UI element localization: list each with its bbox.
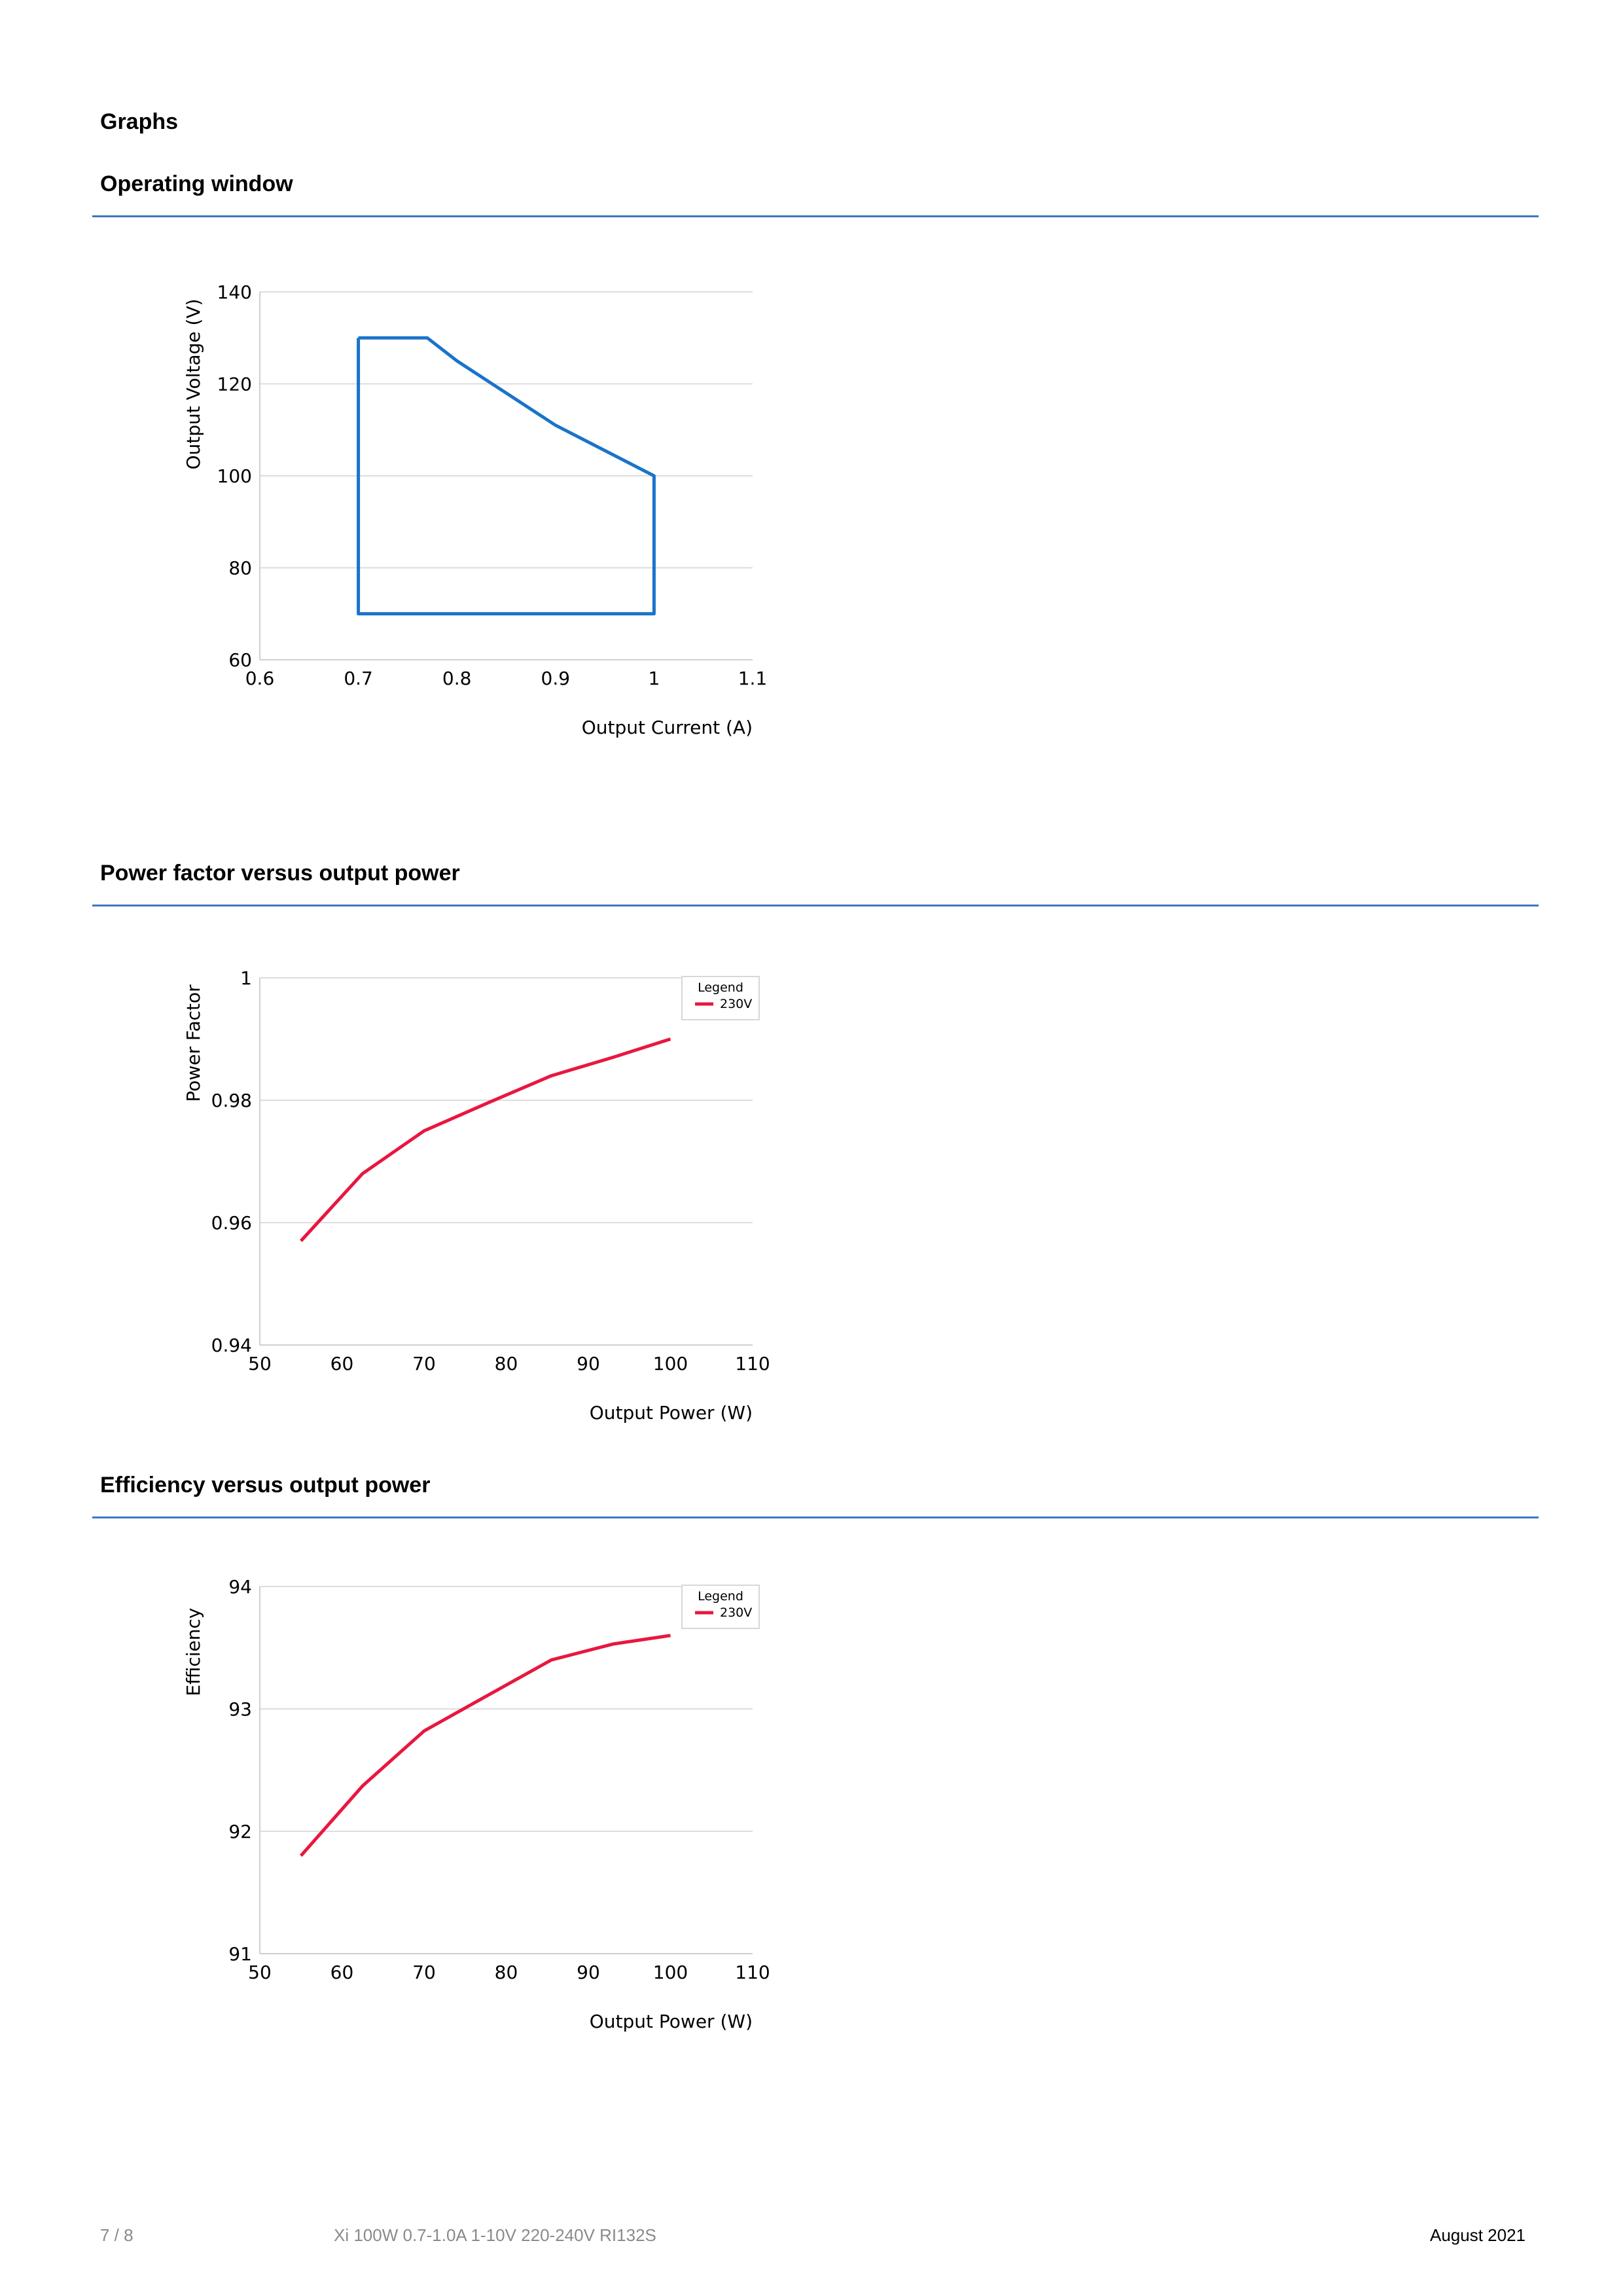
y-tick-label: 80 [228, 558, 252, 579]
x-tick-label: 1 [648, 668, 660, 689]
x-axis-title: Output Current (A) [582, 717, 753, 738]
x-tick-label: 90 [577, 1962, 600, 1983]
x-tick-label: 100 [653, 1962, 688, 1983]
x-tick-label: 80 [495, 1962, 518, 1983]
y-tick-label: 1 [240, 967, 252, 989]
legend-box [681, 1585, 760, 1629]
series-line-230V [299, 1634, 671, 1857]
x-tick-label: 60 [330, 1353, 354, 1374]
page-heading: Graphs [100, 109, 179, 134]
x-tick-label: 110 [735, 1962, 770, 1983]
x-tick-label: 50 [248, 1353, 272, 1374]
section-divider [92, 215, 1539, 217]
y-tick-label: 0.98 [211, 1090, 252, 1111]
y-tick-label: 140 [217, 281, 252, 303]
x-tick-label: 0.9 [541, 668, 571, 689]
y-axis-title: Power Factor [183, 984, 204, 1102]
legend-label: 230V [720, 997, 752, 1011]
section-divider [92, 1516, 1539, 1518]
x-tick-label: 1.1 [738, 668, 768, 689]
efficiency-chart: 91 92 93 94 50 60 70 80 90 100 110 Output Power (W)… [183, 1576, 770, 2032]
x-tick-label: 110 [735, 1353, 770, 1374]
legend-box [681, 976, 760, 1020]
y-axis-title: Output Voltage (V) [183, 298, 204, 469]
footer-date: August 2021 [1430, 2225, 1526, 2245]
section-title-power-factor: Power factor versus output power [100, 861, 460, 886]
legend-title: Legend [698, 1589, 743, 1604]
x-tick-label: 60 [330, 1962, 354, 1983]
section-divider [92, 905, 1539, 906]
y-tick-label: 120 [217, 374, 252, 395]
x-tick-label: 100 [653, 1353, 688, 1374]
series-line-230V [299, 1037, 671, 1242]
legend-label: 230V [720, 1605, 752, 1620]
x-axis-title: Output Power (W) [590, 1402, 753, 1424]
x-tick-label: 0.6 [245, 668, 275, 689]
y-tick-label: 0.94 [211, 1335, 252, 1356]
footer-product-name: Xi 100W 0.7-1.0A 1-10V 220-240V RI132S [334, 2225, 656, 2245]
footer-page-number: 7 / 8 [100, 2225, 134, 2245]
section-title-operating-window: Operating window [100, 171, 293, 196]
y-tick-label: 0.96 [211, 1212, 252, 1234]
legend-title: Legend [698, 980, 743, 995]
operating-window-chart: 60 80 100 120 140 0.6 0.7 0.8 0.9 1 1.1 Output Curr… [183, 281, 768, 738]
x-tick-label: 70 [412, 1962, 436, 1983]
x-tick-label: 50 [248, 1962, 272, 1983]
y-tick-label: 93 [228, 1698, 252, 1720]
power-factor-chart: 0.94 0.96 0.98 1 50 60 70 80 90 100 110 Output Powe… [183, 967, 770, 1424]
y-tick-label: 60 [228, 649, 252, 671]
y-tick-label: 92 [228, 1821, 252, 1842]
x-tick-label: 70 [412, 1353, 436, 1374]
x-axis-title: Output Power (W) [590, 2011, 753, 2032]
x-tick-label: 0.8 [442, 668, 472, 689]
y-axis-title: Efficiency [183, 1608, 204, 1696]
x-tick-label: 90 [577, 1353, 600, 1374]
series-line-operating-window [357, 336, 656, 616]
x-tick-label: 0.7 [344, 668, 373, 689]
y-tick-label: 100 [217, 465, 252, 487]
y-tick-label: 91 [228, 1943, 252, 1965]
section-title-efficiency: Efficiency versus output power [100, 1473, 431, 1498]
x-tick-label: 80 [495, 1353, 518, 1374]
y-tick-label: 94 [228, 1576, 252, 1598]
